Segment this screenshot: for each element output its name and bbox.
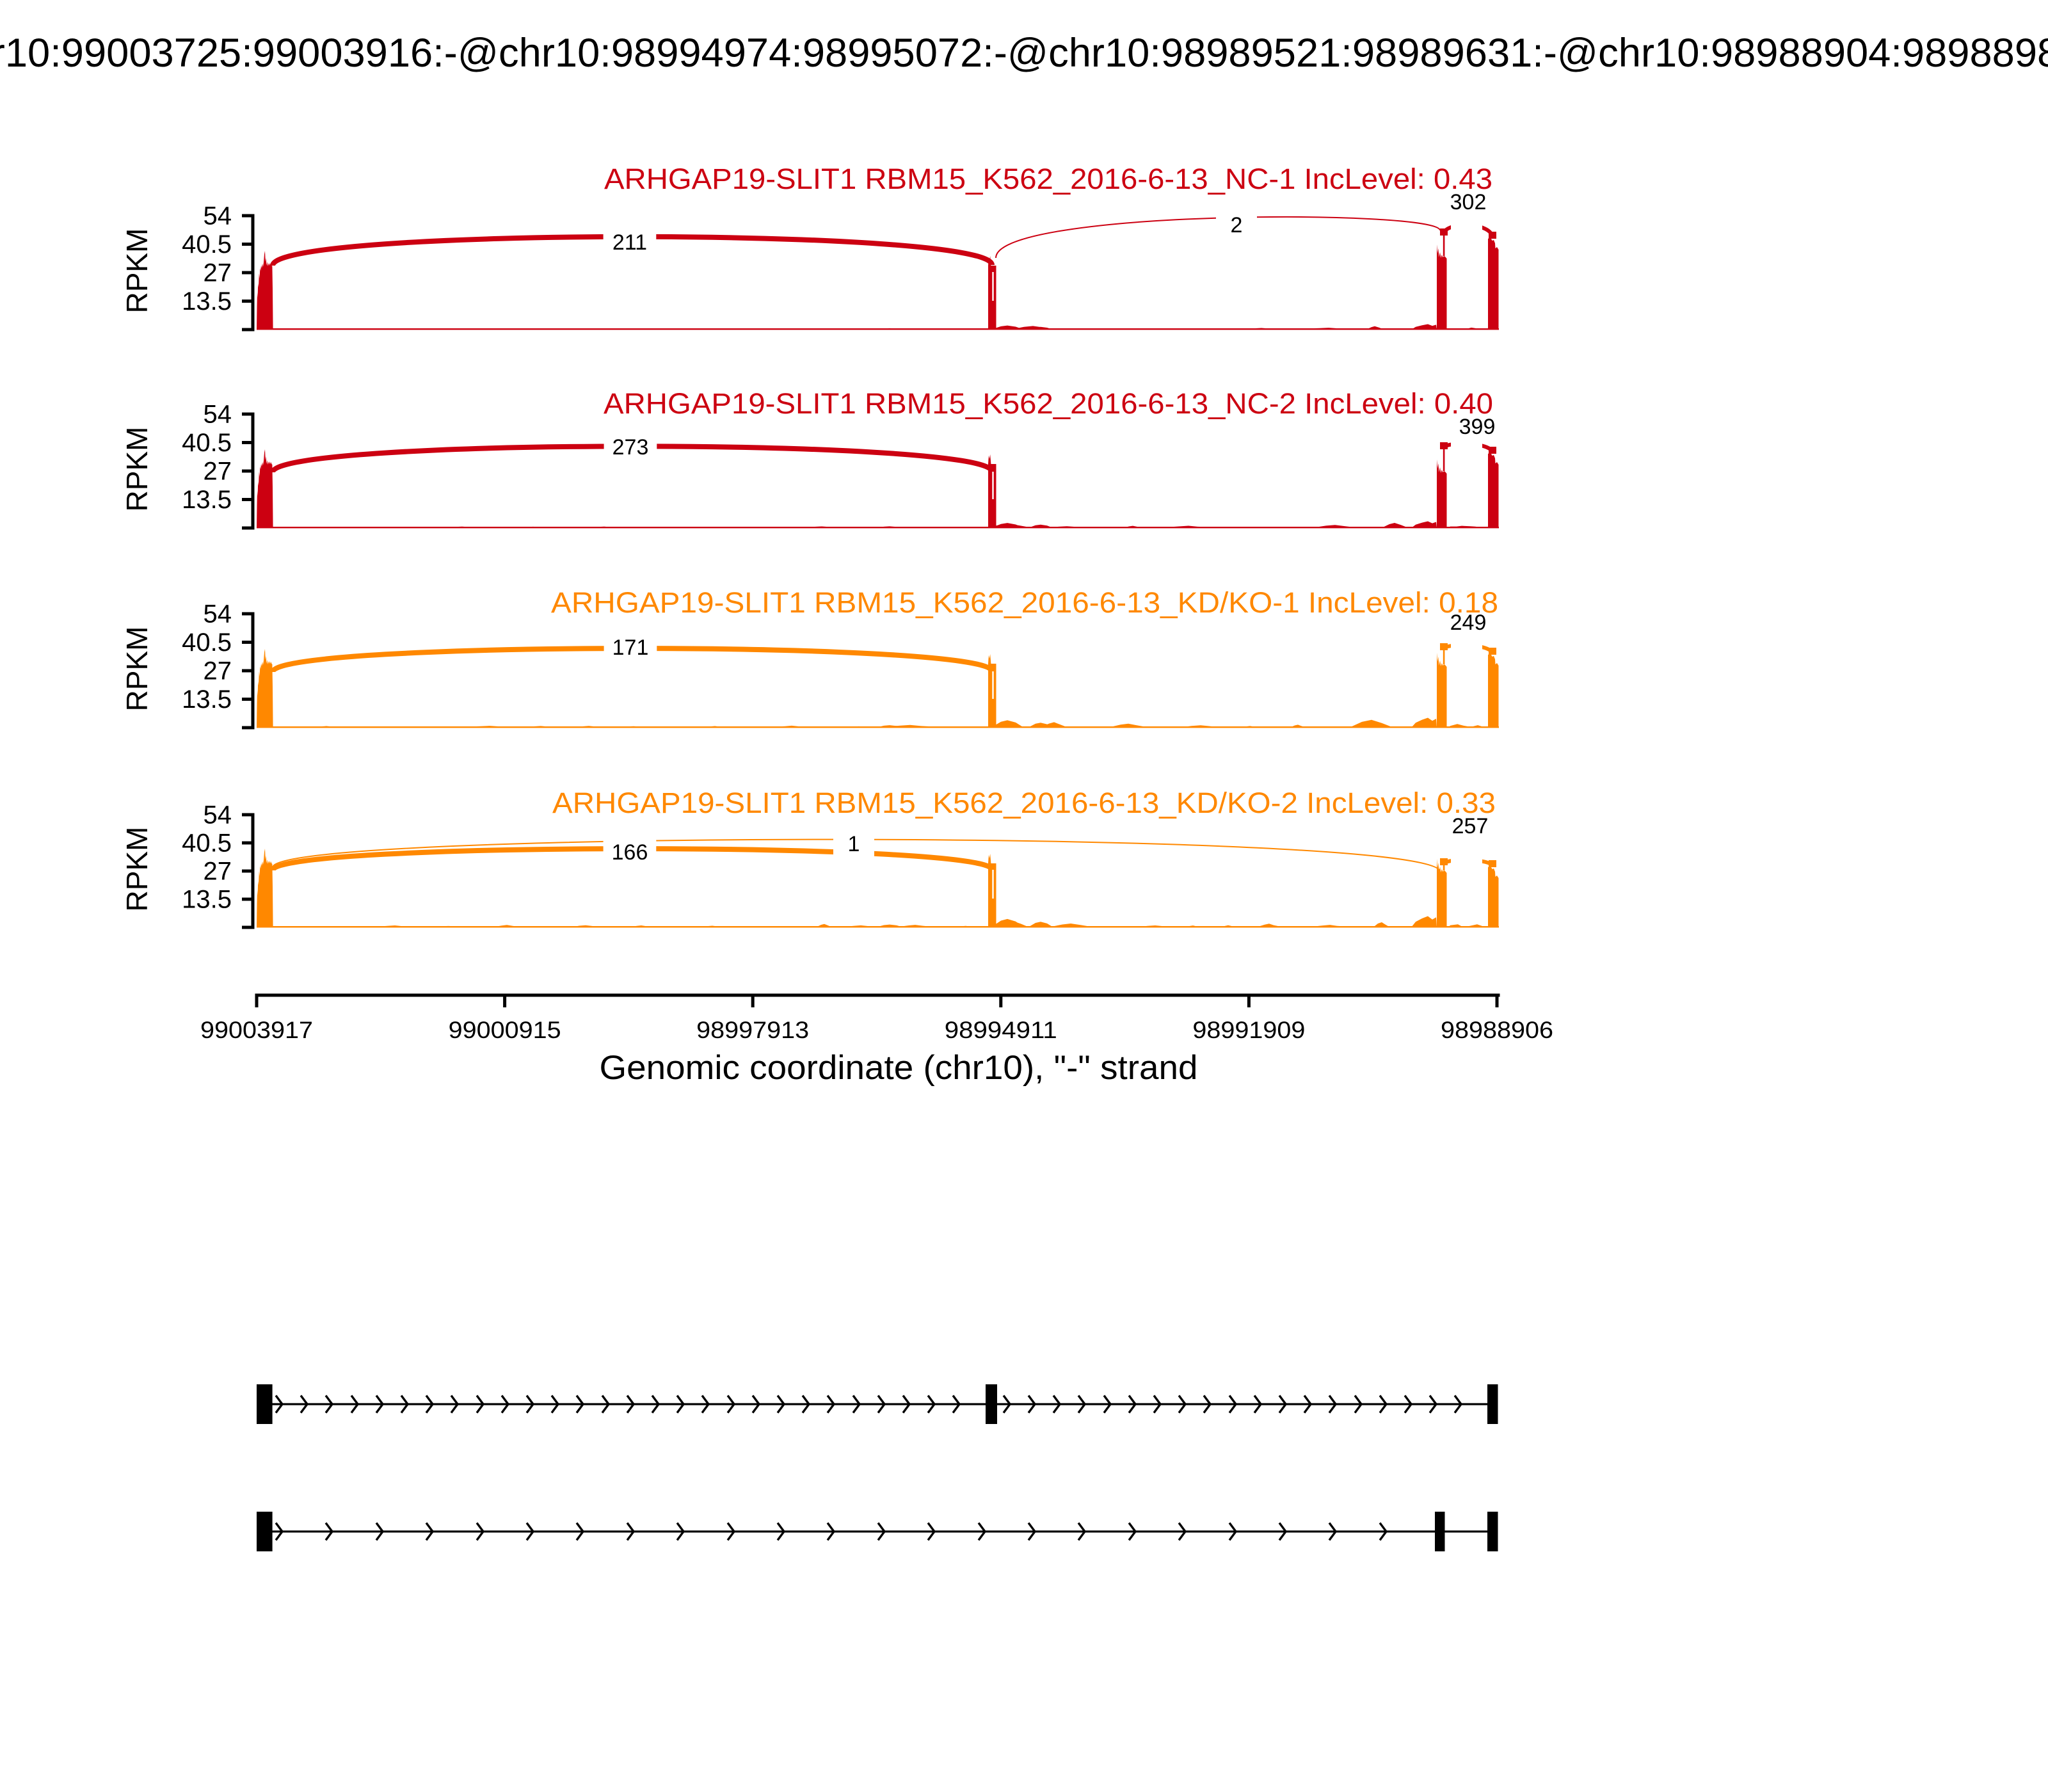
svg-text:RPKM: RPKM [120,228,154,314]
svg-text:13.5: 13.5 [182,886,232,914]
svg-text:54: 54 [204,801,232,829]
svg-text:98994911: 98994911 [945,1017,1057,1043]
svg-text:98997913: 98997913 [696,1017,809,1043]
svg-text:99003917: 99003917 [200,1017,313,1043]
svg-text:302: 302 [1450,190,1487,214]
svg-text:27: 27 [204,858,232,886]
svg-text:54: 54 [204,401,232,429]
svg-text:chr10:99003725:99003916:-@chr1: chr10:99003725:99003916:-@chr10:98994974… [0,31,2048,76]
svg-text:27: 27 [204,458,232,486]
svg-text:98988906: 98988906 [1441,1017,1553,1043]
svg-text:Genomic coordinate (chr10), "-: Genomic coordinate (chr10), "-" strand [600,1049,1198,1087]
svg-text:166: 166 [612,840,648,865]
svg-text:40.5: 40.5 [182,628,232,657]
svg-text:211: 211 [612,230,647,255]
svg-text:2: 2 [1231,213,1243,237]
svg-text:171: 171 [612,636,649,660]
svg-text:98991909: 98991909 [1192,1017,1305,1043]
svg-text:273: 273 [612,435,649,460]
svg-text:ARHGAP19-SLIT1 RBM15_K562_2016: ARHGAP19-SLIT1 RBM15_K562_2016-6-13_NC-1… [604,163,1492,195]
svg-text:249: 249 [1450,611,1487,635]
svg-text:399: 399 [1459,415,1496,439]
svg-text:13.5: 13.5 [182,287,232,316]
svg-text:27: 27 [204,259,232,287]
svg-text:RPKM: RPKM [120,427,154,512]
svg-text:54: 54 [204,202,232,230]
svg-text:ARHGAP19-SLIT1 RBM15_K562_2016: ARHGAP19-SLIT1 RBM15_K562_2016-6-13_KD/K… [552,787,1496,819]
svg-text:13.5: 13.5 [182,486,232,514]
svg-text:257: 257 [1452,814,1489,838]
svg-text:13.5: 13.5 [182,685,232,714]
svg-text:99000915: 99000915 [449,1017,561,1043]
svg-text:54: 54 [204,600,232,628]
svg-text:27: 27 [204,657,232,685]
svg-text:40.5: 40.5 [182,829,232,858]
svg-text:40.5: 40.5 [182,230,232,259]
svg-text:1: 1 [848,832,860,856]
svg-text:40.5: 40.5 [182,429,232,457]
svg-text:ARHGAP19-SLIT1 RBM15_K562_2016: ARHGAP19-SLIT1 RBM15_K562_2016-6-13_KD/K… [551,586,1498,619]
svg-text:RPKM: RPKM [120,627,154,712]
svg-text:ARHGAP19-SLIT1 RBM15_K562_2016: ARHGAP19-SLIT1 RBM15_K562_2016-6-13_NC-2… [604,387,1493,420]
svg-text:RPKM: RPKM [120,827,154,912]
